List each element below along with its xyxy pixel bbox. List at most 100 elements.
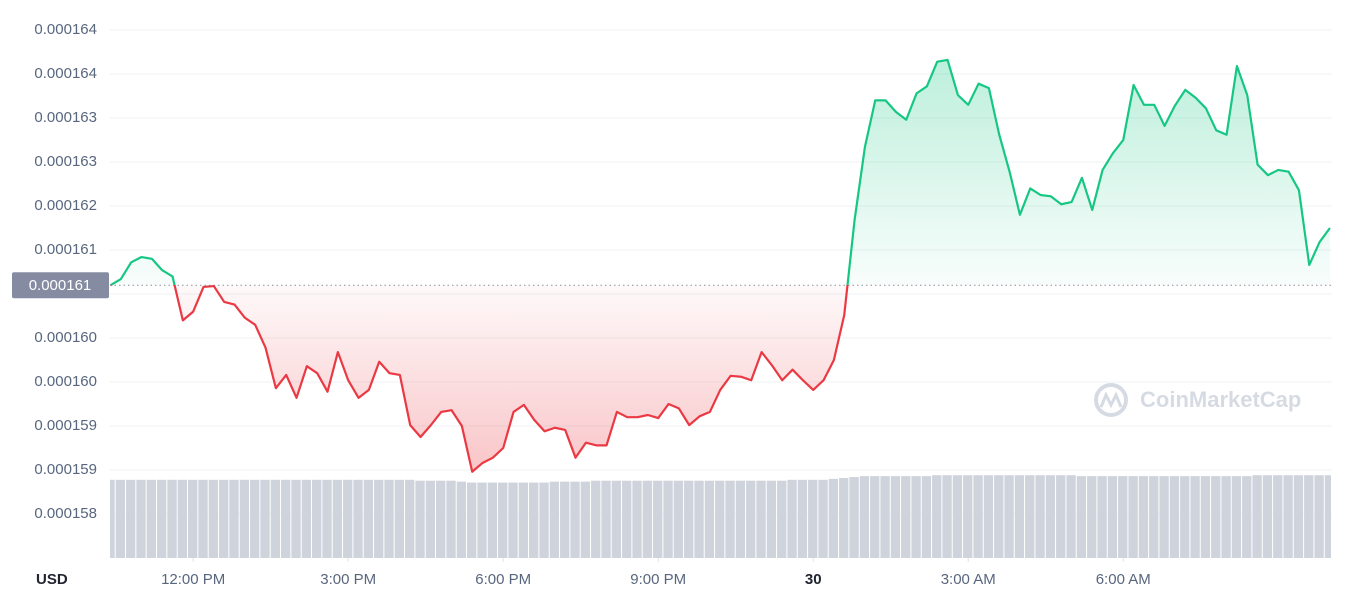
volume-bar — [932, 475, 942, 558]
volume-bar — [1314, 475, 1324, 558]
y-tick-label: 0.000163 — [34, 153, 97, 170]
volume-bar — [570, 481, 580, 558]
volume-bar — [270, 479, 281, 558]
volume-bar — [115, 479, 126, 558]
volume-bar — [436, 480, 446, 558]
volume-bar — [529, 482, 539, 558]
volume-bar — [673, 480, 684, 558]
volume-bar — [849, 477, 859, 558]
watermark-logo — [1094, 383, 1128, 417]
volume-bar — [1056, 475, 1066, 558]
volume-bar — [1283, 475, 1293, 558]
volume-bar — [281, 479, 291, 558]
volume-bar — [994, 475, 1004, 558]
volume-bar — [797, 479, 808, 558]
volume-bar — [1004, 475, 1014, 558]
volume-bar — [1262, 475, 1273, 558]
volume-bar — [1221, 476, 1231, 558]
volume-bar — [1118, 476, 1128, 558]
y-tick-label: 0.000159 — [34, 461, 97, 478]
volume-bar — [735, 480, 746, 558]
y-tick-label: 0.000163 — [34, 109, 97, 126]
volume-bar — [880, 476, 890, 558]
volume-bar — [198, 479, 208, 558]
volume-bar — [322, 479, 332, 558]
y-tick-label: 0.000160 — [34, 329, 97, 346]
volume-bar — [1159, 476, 1169, 558]
volume-bar — [1324, 475, 1331, 558]
y-tick-label: 0.000164 — [34, 65, 97, 82]
x-tick-label: 9:00 PM — [630, 571, 686, 588]
volume-bar — [260, 479, 270, 558]
volume-bar — [653, 480, 663, 558]
volume-bar — [219, 479, 229, 558]
volume-bar — [632, 480, 642, 558]
volume-bar — [560, 481, 570, 558]
volume-bar — [1107, 476, 1118, 558]
volume-bar — [808, 479, 818, 558]
volume — [110, 475, 1331, 558]
volume-bar — [1097, 476, 1107, 558]
volume-bar — [911, 476, 921, 558]
volume-bar — [715, 480, 725, 558]
volume-bar — [229, 479, 239, 558]
y-tick-label: 0.000161 — [34, 241, 97, 258]
volume-bar — [394, 479, 405, 558]
volume-bar — [477, 482, 487, 558]
volume-bar — [766, 480, 777, 558]
volume-bar — [601, 480, 611, 558]
volume-bar — [126, 479, 136, 558]
baseline-label: 0.000161 — [29, 277, 92, 294]
volume-bar — [539, 482, 549, 558]
plot: 0.000161 — [12, 58, 1332, 473]
y-tick-label: 0.000160 — [34, 373, 97, 390]
volume-bar — [157, 479, 167, 558]
watermark-logo-mark — [1099, 391, 1123, 409]
price-area — [110, 59, 1330, 472]
volume-bar — [973, 475, 983, 558]
y-tick-label: 0.000162 — [34, 197, 97, 214]
volume-bar — [756, 480, 766, 558]
volume-bar — [684, 480, 694, 558]
volume-bar — [746, 480, 756, 558]
volume-bar — [787, 479, 797, 558]
volume-bar — [1087, 476, 1097, 558]
volume-bar — [1180, 476, 1190, 558]
volume-bar — [663, 480, 673, 558]
volume-bar — [777, 480, 787, 558]
volume-bar — [1169, 476, 1180, 558]
volume-bar — [828, 478, 839, 558]
volume-bar — [921, 476, 932, 558]
volume-bar — [425, 480, 436, 558]
volume-bar — [859, 476, 870, 558]
volume-bar — [456, 481, 467, 558]
volume-bar — [1149, 476, 1159, 558]
x-tick-label: 30 — [805, 571, 822, 588]
volume-bar — [901, 476, 911, 558]
x-tick-label: 3:00 AM — [941, 571, 996, 588]
volume-bar — [332, 479, 343, 558]
volume-bar — [312, 479, 322, 558]
currency-label: USD — [36, 571, 68, 588]
x-tick-label: 12:00 PM — [161, 571, 225, 588]
volume-bar — [1025, 475, 1035, 558]
volume-bar — [1138, 476, 1149, 558]
volume-bar — [1066, 475, 1076, 558]
volume-bar — [167, 479, 177, 558]
volume-bar — [890, 476, 901, 558]
volume-bar — [725, 480, 735, 558]
y-tick-label: 0.000158 — [34, 505, 97, 522]
volume-bar — [549, 481, 560, 558]
volume-bar — [446, 480, 456, 558]
baseline-badge — [12, 272, 109, 299]
volume-bar — [188, 479, 198, 558]
volume-bar — [1211, 476, 1221, 558]
volume-bar — [1128, 476, 1138, 558]
volume-bar — [704, 480, 715, 558]
volume-bar — [1293, 475, 1304, 558]
volume-bar — [1014, 475, 1025, 558]
volume-bar — [1035, 475, 1045, 558]
x-tick-label: 3:00 PM — [320, 571, 376, 588]
y-tick-label: 0.000164 — [34, 21, 97, 38]
volume-bar — [1200, 476, 1211, 558]
